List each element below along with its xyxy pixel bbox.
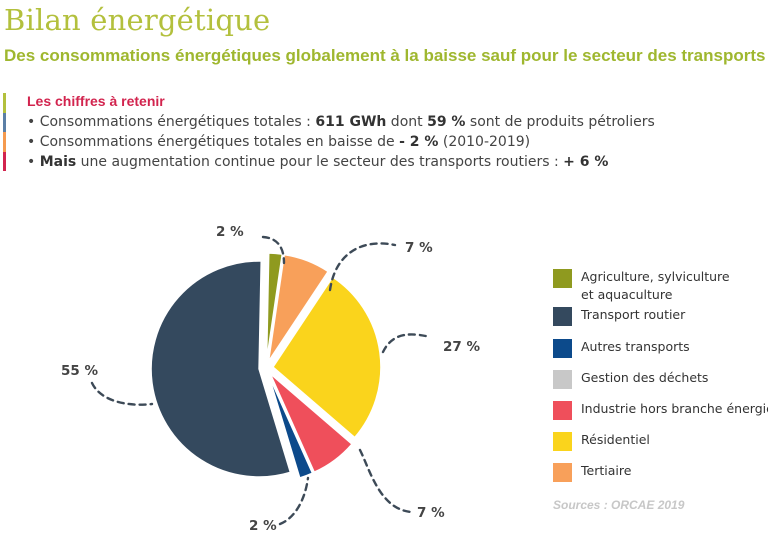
key-figure-value: 59 %	[427, 114, 466, 130]
bullet-mark: •	[27, 114, 36, 130]
strip-segment	[3, 151, 6, 171]
legend-swatch	[553, 432, 572, 451]
legend-label: Gestion des déchets	[581, 370, 709, 385]
data-label-autres-transports: 2 %	[249, 518, 277, 534]
legend-label: Résidentiel	[581, 432, 650, 447]
legend-swatch	[553, 401, 572, 420]
key-figure-text: (2010-2019)	[438, 134, 531, 150]
strip-segment	[3, 132, 6, 152]
leader-line-autres-transports	[278, 476, 310, 526]
pie-slice-industrie-hors-branche-nergie	[269, 373, 354, 474]
leader-line-tertiaire	[328, 242, 397, 292]
legend-swatch	[553, 339, 572, 358]
key-figure-value: + 6 %	[563, 154, 609, 170]
leader-line-industrie	[358, 448, 414, 514]
key-figure-value: Mais	[39, 154, 77, 170]
key-figures-heading: Les chiffres à retenir	[27, 93, 165, 109]
page-subtitle: Des consommations énergétiques globaleme…	[4, 46, 766, 65]
legend-label: Transport routier	[581, 307, 686, 322]
key-figure-text: une augmentation continue pour le secteu…	[76, 154, 564, 170]
legend-label: Agriculture, sylviculture et aquaculture	[581, 269, 730, 302]
strip-segment	[3, 112, 6, 132]
pie-data-labels: 2 % 7 % 27 % 7 % 2 % 55 %	[61, 224, 480, 534]
legend-label: Industrie hors branche énergie	[581, 401, 768, 416]
leader-line-transport-routier	[90, 381, 154, 406]
bullet-mark: •	[27, 134, 36, 150]
key-figures-list: • Consommations énergétiques totales : 6…	[27, 112, 655, 172]
color-strip	[3, 93, 6, 171]
data-label-tertiaire: 7 %	[405, 240, 433, 256]
pie-slice-transport-routier	[150, 260, 292, 478]
leader-line-residentiel	[381, 333, 432, 354]
pie-leader-lines	[90, 235, 432, 526]
data-label-industrie: 7 %	[417, 505, 445, 521]
key-figure-item: • Mais une augmentation continue pour le…	[27, 152, 655, 172]
page-title: Bilan énergétique	[4, 3, 271, 37]
legend-label: Autres transports	[581, 339, 690, 354]
strip-segment	[3, 93, 6, 113]
chart-source: Sources : ORCAE 2019	[553, 498, 685, 512]
key-figure-value: - 2 %	[399, 134, 439, 150]
legend-swatch	[553, 463, 572, 482]
key-figure-item: • Consommations énergétiques totales : 6…	[27, 112, 655, 132]
key-figure-text: Consommations énergétiques totales en ba…	[35, 134, 400, 150]
legend-swatch	[553, 307, 572, 326]
key-figure-value: 611 GWh	[315, 114, 387, 130]
key-figure-text: dont	[386, 114, 428, 130]
pie-slices	[150, 252, 382, 479]
key-figure-text: sont de produits pétroliers	[465, 114, 655, 130]
leader-line-agriculture	[261, 235, 286, 265]
data-label-agriculture: 2 %	[216, 224, 244, 240]
bullet-mark: •	[27, 154, 36, 170]
key-figure-item: • Consommations énergétiques totales en …	[27, 132, 655, 152]
pie-slice-autres-transports	[267, 374, 314, 479]
key-figure-text: Consommations énergétiques totales :	[35, 114, 316, 130]
legend-swatch	[553, 370, 572, 389]
data-label-residentiel: 27 %	[443, 339, 480, 355]
legend-label: Tertiaire	[581, 463, 632, 478]
pie-slice-tertiaire	[267, 253, 330, 362]
pie-slice-r-sidentiel	[271, 275, 382, 439]
data-label-transport-routier: 55 %	[61, 363, 98, 379]
legend-swatch	[553, 269, 572, 288]
